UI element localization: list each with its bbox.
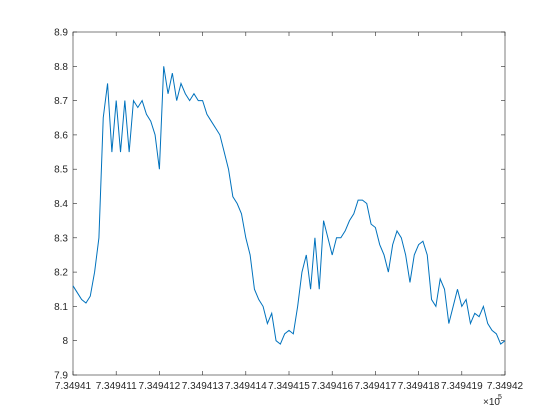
x-tick-label: 7.349419 <box>441 381 483 392</box>
data-line <box>72 66 506 345</box>
x-multiplier-exponent: 5 <box>498 394 502 401</box>
axes-box <box>72 31 506 376</box>
y-tick-label: 8.6 <box>54 130 68 141</box>
y-tick-label: 8.2 <box>54 268 68 279</box>
x-tick-label: 7.349412 <box>139 381 181 392</box>
y-tick-label: 8.1 <box>54 302 68 313</box>
x-tick-label: 7.34941 <box>55 381 92 392</box>
x-tick-label: 7.349413 <box>182 381 224 392</box>
y-tick-label: 7.9 <box>54 371 68 382</box>
x-tick-label: 7.349415 <box>268 381 310 392</box>
x-tick-label: 7.349416 <box>311 381 353 392</box>
y-tick-label: 8.3 <box>54 233 68 244</box>
x-tick-label: 7.34942 <box>487 381 524 392</box>
x-multiplier: ×10 <box>483 397 500 408</box>
x-tick-label: 7.349414 <box>225 381 267 392</box>
x-tick-label: 7.349418 <box>398 381 440 392</box>
x-tick-label: 7.349411 <box>96 381 137 392</box>
y-tick-label: 8.5 <box>54 165 68 176</box>
y-tick-label: 8.7 <box>54 96 68 107</box>
y-tick-label: 8.9 <box>54 28 68 39</box>
x-tick-label: 7.349417 <box>355 381 397 392</box>
y-tick-label: 8.8 <box>54 62 68 73</box>
y-tick-label: 8 <box>62 336 68 347</box>
y-tick-label: 8.4 <box>54 199 68 210</box>
